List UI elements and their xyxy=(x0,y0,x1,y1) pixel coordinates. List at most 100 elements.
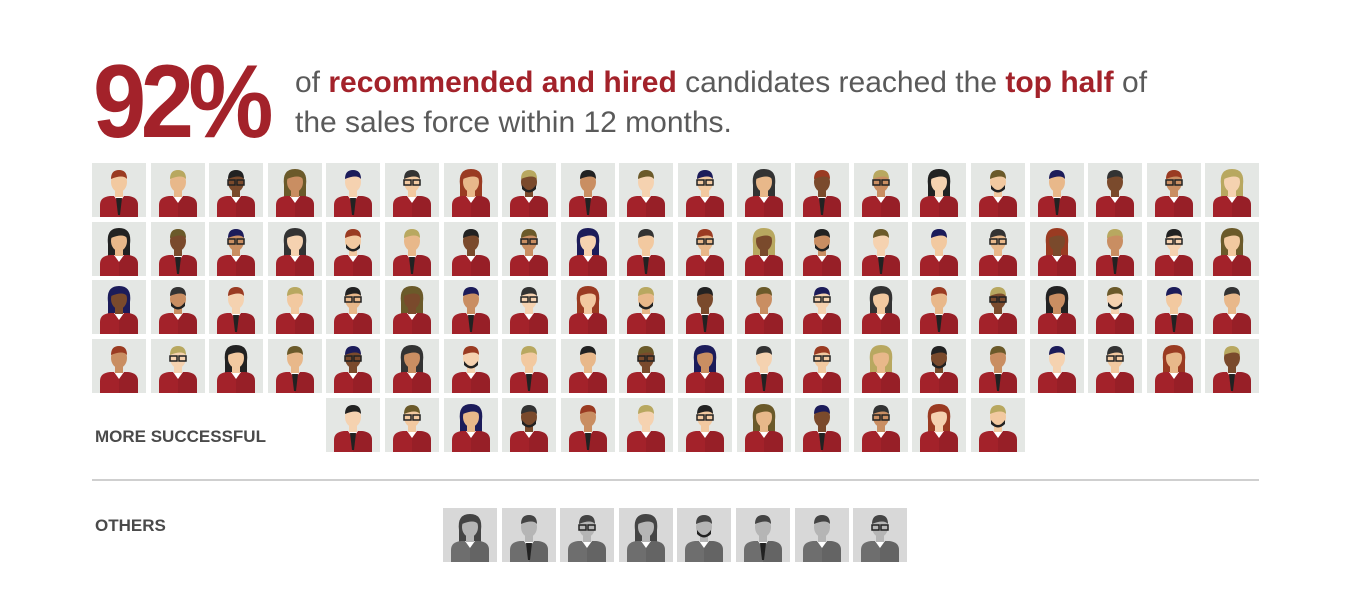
person-icon xyxy=(568,286,607,335)
successful-person-tile xyxy=(912,280,967,335)
successful-person-tile xyxy=(971,339,1025,394)
person-icon xyxy=(1154,170,1193,217)
person-icon xyxy=(1154,287,1193,335)
successful-person-tile xyxy=(385,339,439,394)
successful-person-tile xyxy=(385,280,439,335)
person-icon xyxy=(334,228,373,276)
person-icon xyxy=(626,514,665,562)
successful-person-tile xyxy=(1029,339,1084,394)
person-icon xyxy=(979,287,1017,335)
person-icon xyxy=(217,228,256,276)
person-icon xyxy=(686,228,724,276)
person-icon xyxy=(627,170,666,217)
successful-person-tile xyxy=(971,280,1025,335)
successful-person-tile xyxy=(795,163,850,217)
successful-person-tile xyxy=(1205,280,1260,335)
person-icon xyxy=(979,346,1017,394)
successful-person-tile xyxy=(209,280,264,335)
person-icon xyxy=(451,403,490,452)
person-icon xyxy=(1096,346,1135,394)
successful-person-tile xyxy=(92,163,146,217)
person-icon xyxy=(100,227,138,276)
person-icon xyxy=(861,228,900,276)
person-icon xyxy=(510,170,549,217)
person-icon xyxy=(979,404,1017,452)
successful-person-tile xyxy=(736,339,791,394)
successful-person-tile xyxy=(619,221,674,276)
successful-person-tile xyxy=(736,397,791,452)
person-icon xyxy=(803,287,842,335)
person-icon xyxy=(1037,227,1076,276)
person-icon xyxy=(744,346,783,394)
person-icon xyxy=(510,346,549,394)
person-icon xyxy=(1213,169,1252,217)
person-icon xyxy=(393,228,431,276)
successful-person-tile xyxy=(385,221,439,276)
successful-person-tile xyxy=(209,339,264,394)
successful-person-tile xyxy=(209,221,264,276)
headline-line-2: the sales force within 12 months. xyxy=(295,106,732,139)
person-icon xyxy=(802,515,841,562)
successful-person-tile xyxy=(1146,221,1201,276)
person-icon xyxy=(744,403,783,452)
successful-person-tile xyxy=(678,339,732,394)
person-icon xyxy=(158,170,197,217)
person-icon xyxy=(158,346,197,394)
successful-person-tile xyxy=(326,280,381,335)
person-icon xyxy=(334,170,373,217)
person-icon xyxy=(451,346,490,394)
person-icon xyxy=(803,170,842,217)
person-icon xyxy=(685,515,724,562)
person-icon xyxy=(334,346,373,394)
successful-person-tile xyxy=(267,221,322,276)
person-icon xyxy=(568,227,607,276)
person-icon xyxy=(393,345,431,394)
other-person-tile xyxy=(443,508,497,562)
successful-person-tile xyxy=(912,163,967,217)
person-icon xyxy=(1096,170,1135,217)
person-icon xyxy=(861,170,900,217)
person-icon xyxy=(568,346,607,394)
person-icon xyxy=(334,404,373,452)
person-icon xyxy=(744,227,783,276)
person-icon xyxy=(275,346,314,394)
person-icon xyxy=(920,169,959,217)
successful-person-tile xyxy=(502,221,557,276)
successful-person-tile xyxy=(1029,163,1084,217)
successful-person-tile xyxy=(853,163,908,217)
successful-person-tile xyxy=(502,397,557,452)
person-icon xyxy=(509,515,548,562)
person-icon xyxy=(393,286,431,335)
headline-line-1: of recommended and hired candidates reac… xyxy=(295,66,1147,100)
successful-person-tile xyxy=(150,221,205,276)
headline-fragment: top half xyxy=(1005,66,1114,99)
person-icon xyxy=(627,346,666,394)
successful-person-tile xyxy=(736,163,791,217)
person-icon xyxy=(861,345,900,394)
successful-person-tile xyxy=(678,163,732,217)
successful-person-tile xyxy=(619,163,674,217)
successful-person-tile xyxy=(1205,221,1260,276)
successful-person-tile xyxy=(853,397,908,452)
person-icon xyxy=(861,286,900,335)
person-icon xyxy=(275,169,314,217)
person-icon xyxy=(686,345,724,394)
successful-person-tile xyxy=(560,280,615,335)
successful-person-tile xyxy=(736,280,791,335)
person-icon xyxy=(217,170,256,217)
successful-person-tile xyxy=(736,221,791,276)
headline-fragment: candidates reached the xyxy=(676,66,1006,99)
other-person-tile xyxy=(677,508,732,562)
successful-person-tile xyxy=(678,397,732,452)
successful-person-tile xyxy=(1088,280,1143,335)
person-icon xyxy=(1037,286,1076,335)
successful-person-tile xyxy=(1088,163,1143,217)
successful-person-tile xyxy=(326,221,381,276)
other-person-tile xyxy=(736,508,790,562)
successful-person-tile xyxy=(678,280,732,335)
successful-person-tile xyxy=(326,397,381,452)
person-icon xyxy=(1037,346,1076,394)
person-icon xyxy=(1213,227,1252,276)
successful-person-tile xyxy=(150,163,205,217)
person-icon xyxy=(686,287,724,335)
